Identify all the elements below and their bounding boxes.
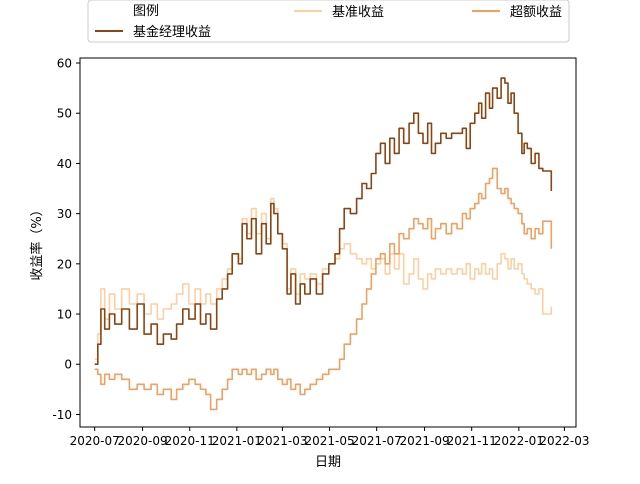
x-axis-label: 日期 — [315, 455, 341, 470]
plot-frame — [79, 57, 577, 428]
x-tick-label: 2021-07 — [352, 434, 402, 448]
y-tick-label: 60 — [57, 57, 72, 71]
y-axis-label: 收益率（%） — [29, 203, 45, 280]
y-tick-label: 30 — [57, 207, 72, 221]
x-tick-label: 2020-11 — [165, 434, 215, 448]
legend-label-0: 基金经理收益 — [133, 24, 211, 40]
x-tick-label: 2021-09 — [400, 434, 450, 448]
y-tick-label: 0 — [64, 358, 72, 372]
legend-label-1: 基准收益 — [332, 5, 384, 20]
x-axis: 2020-072020-092020-112021-012021-032021-… — [70, 427, 589, 448]
x-tick-label: 2022-03 — [539, 434, 589, 448]
y-tick-label: 50 — [57, 107, 72, 121]
y-axis: -10 0 10 20 30 40 50 60 — [52, 57, 80, 422]
legend-label-2: 超额收益 — [510, 5, 562, 20]
x-tick-label: 2020-09 — [118, 434, 168, 448]
x-tick-label: 2021-11 — [447, 434, 497, 448]
y-tick-label: 20 — [57, 257, 72, 271]
series-layer — [94, 77, 553, 411]
series-line-0 — [94, 77, 553, 365]
x-tick-label: 2021-05 — [304, 434, 354, 448]
y-tick-label: -10 — [52, 408, 72, 422]
y-tick-label: 10 — [57, 308, 72, 322]
legend-title: 图例 — [133, 4, 159, 19]
x-tick-label: 2022-01 — [494, 434, 544, 448]
x-tick-label: 2020-07 — [70, 434, 120, 448]
x-tick-label: 2021-03 — [257, 434, 307, 448]
x-tick-label: 2021-01 — [212, 434, 262, 448]
series-line-2 — [94, 167, 553, 411]
legend-entries: 基金经理收益 基准收益 超额收益 — [95, 5, 562, 40]
legend-frame — [87, 0, 570, 43]
series-line-1 — [94, 197, 553, 360]
y-tick-label: 40 — [57, 157, 72, 171]
legend: 图例 基金经理收益 基准收益 超额收益 — [87, 0, 570, 43]
